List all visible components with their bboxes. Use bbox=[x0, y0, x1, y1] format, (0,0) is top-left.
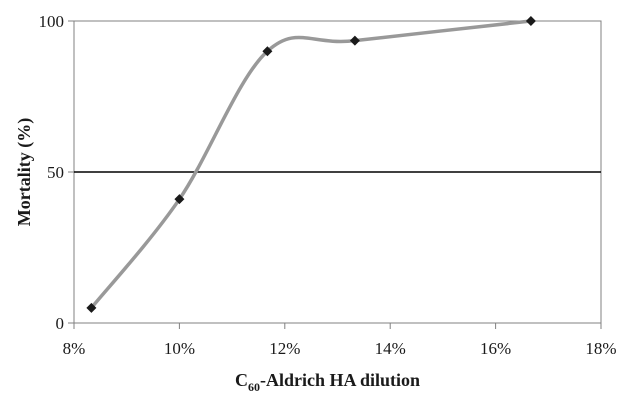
x-tick-label: 10% bbox=[164, 339, 195, 358]
x-axis-title-rest: -Aldrich HA dilution bbox=[260, 370, 420, 390]
x-axis-title: C60-Aldrich HA dilution bbox=[235, 370, 420, 394]
x-axis-title-subscript: 60 bbox=[248, 380, 260, 394]
data-point bbox=[174, 194, 185, 205]
y-axis-title: Mortality (%) bbox=[14, 118, 35, 226]
y-axis-ticks: 0 50 100 bbox=[39, 12, 74, 333]
x-axis-title-prefix: C bbox=[235, 370, 248, 390]
x-axis-ticks: 8% 10% 12% 14% 16% 18% bbox=[63, 323, 617, 358]
x-tick-label: 16% bbox=[480, 339, 511, 358]
data-point bbox=[86, 302, 97, 313]
x-tick-label: 12% bbox=[269, 339, 300, 358]
x-tick-label: 8% bbox=[63, 339, 86, 358]
data-markers bbox=[86, 16, 536, 313]
data-point bbox=[349, 35, 360, 46]
y-tick-label: 0 bbox=[56, 314, 65, 333]
x-tick-label: 14% bbox=[375, 339, 406, 358]
data-point bbox=[262, 46, 273, 57]
y-tick-label: 100 bbox=[39, 12, 65, 31]
series-line bbox=[89, 19, 533, 310]
x-tick-label: 18% bbox=[585, 339, 616, 358]
data-point bbox=[525, 16, 536, 26]
y-tick-label: 50 bbox=[47, 163, 64, 182]
